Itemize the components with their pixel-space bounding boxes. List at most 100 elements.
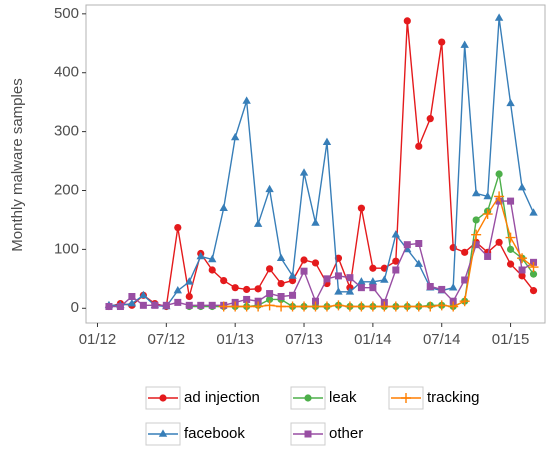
- point: [356, 301, 367, 312]
- point: [507, 197, 515, 205]
- y-axis-label: Monthly malware samples: [9, 78, 26, 251]
- point: [379, 301, 390, 312]
- point: [506, 245, 515, 253]
- y-tick-label: 300: [54, 123, 79, 140]
- point: [495, 238, 503, 246]
- point: [459, 296, 470, 307]
- point: [461, 276, 469, 284]
- point: [368, 277, 378, 285]
- point: [344, 301, 355, 312]
- point: [266, 295, 274, 304]
- point: [505, 232, 516, 243]
- point: [449, 283, 458, 291]
- point: [310, 301, 321, 312]
- legend-marker: [159, 394, 167, 402]
- legend-marker: [304, 430, 312, 438]
- point: [253, 301, 264, 312]
- y-tick-label: 100: [54, 240, 79, 257]
- legend-label: ad injection: [184, 389, 260, 406]
- x-tick-label: 07/12: [148, 331, 186, 348]
- point: [276, 253, 286, 262]
- point: [426, 282, 434, 290]
- point: [449, 297, 457, 305]
- point: [529, 208, 538, 216]
- point: [218, 301, 229, 312]
- point: [197, 301, 205, 309]
- point: [461, 248, 469, 256]
- point: [391, 230, 401, 238]
- legend-label: other: [329, 425, 363, 442]
- point: [484, 252, 492, 260]
- point: [367, 301, 378, 312]
- point: [196, 251, 205, 260]
- point: [323, 275, 331, 283]
- x-tick-label: 01/13: [216, 331, 254, 348]
- point: [219, 203, 228, 211]
- point: [334, 287, 343, 295]
- point: [483, 191, 492, 200]
- point: [139, 290, 148, 299]
- point: [231, 284, 239, 292]
- point: [299, 301, 310, 312]
- x-tick-label: 01/14: [354, 331, 392, 348]
- point: [230, 301, 241, 312]
- point: [105, 303, 113, 311]
- point: [346, 274, 354, 282]
- x-tick-label: 01/12: [79, 331, 117, 348]
- legend-label: facebook: [184, 425, 245, 442]
- point: [254, 285, 262, 293]
- point: [253, 219, 263, 227]
- series-line: [223, 194, 534, 308]
- point: [334, 272, 342, 280]
- point: [266, 290, 274, 298]
- point: [369, 284, 377, 292]
- point: [208, 301, 216, 309]
- point: [128, 293, 136, 300]
- point: [208, 254, 217, 263]
- point: [438, 285, 446, 293]
- point: [390, 301, 401, 312]
- point: [357, 204, 365, 212]
- legend-label: leak: [329, 389, 357, 406]
- point: [415, 240, 423, 247]
- point: [333, 300, 344, 311]
- point: [414, 259, 423, 267]
- point: [151, 301, 159, 309]
- point: [482, 209, 493, 220]
- point: [300, 267, 308, 275]
- point: [288, 271, 297, 279]
- point: [369, 264, 377, 272]
- point: [472, 241, 480, 249]
- point: [322, 137, 332, 146]
- point: [413, 301, 424, 312]
- legend-marker: [304, 394, 312, 402]
- point: [288, 277, 297, 285]
- point: [529, 287, 538, 295]
- point: [185, 301, 193, 309]
- point: [345, 287, 355, 295]
- point: [162, 301, 170, 309]
- x-tick-label: 07/13: [285, 331, 323, 348]
- point: [506, 260, 515, 268]
- series-line: [108, 17, 535, 308]
- point: [241, 301, 252, 312]
- point: [472, 216, 480, 224]
- point: [402, 301, 413, 312]
- point: [277, 279, 285, 288]
- point: [448, 301, 459, 312]
- point: [243, 295, 251, 303]
- point: [139, 301, 147, 309]
- plot-panel: [85, 4, 546, 324]
- point: [230, 132, 240, 141]
- y-tick-label: 0: [71, 299, 79, 316]
- point: [265, 184, 274, 193]
- point: [517, 182, 527, 191]
- point: [426, 115, 434, 123]
- point: [518, 272, 526, 280]
- y-tick-label: 500: [54, 5, 79, 22]
- point: [380, 264, 388, 272]
- point: [529, 270, 538, 278]
- point: [312, 297, 319, 305]
- point: [494, 191, 505, 202]
